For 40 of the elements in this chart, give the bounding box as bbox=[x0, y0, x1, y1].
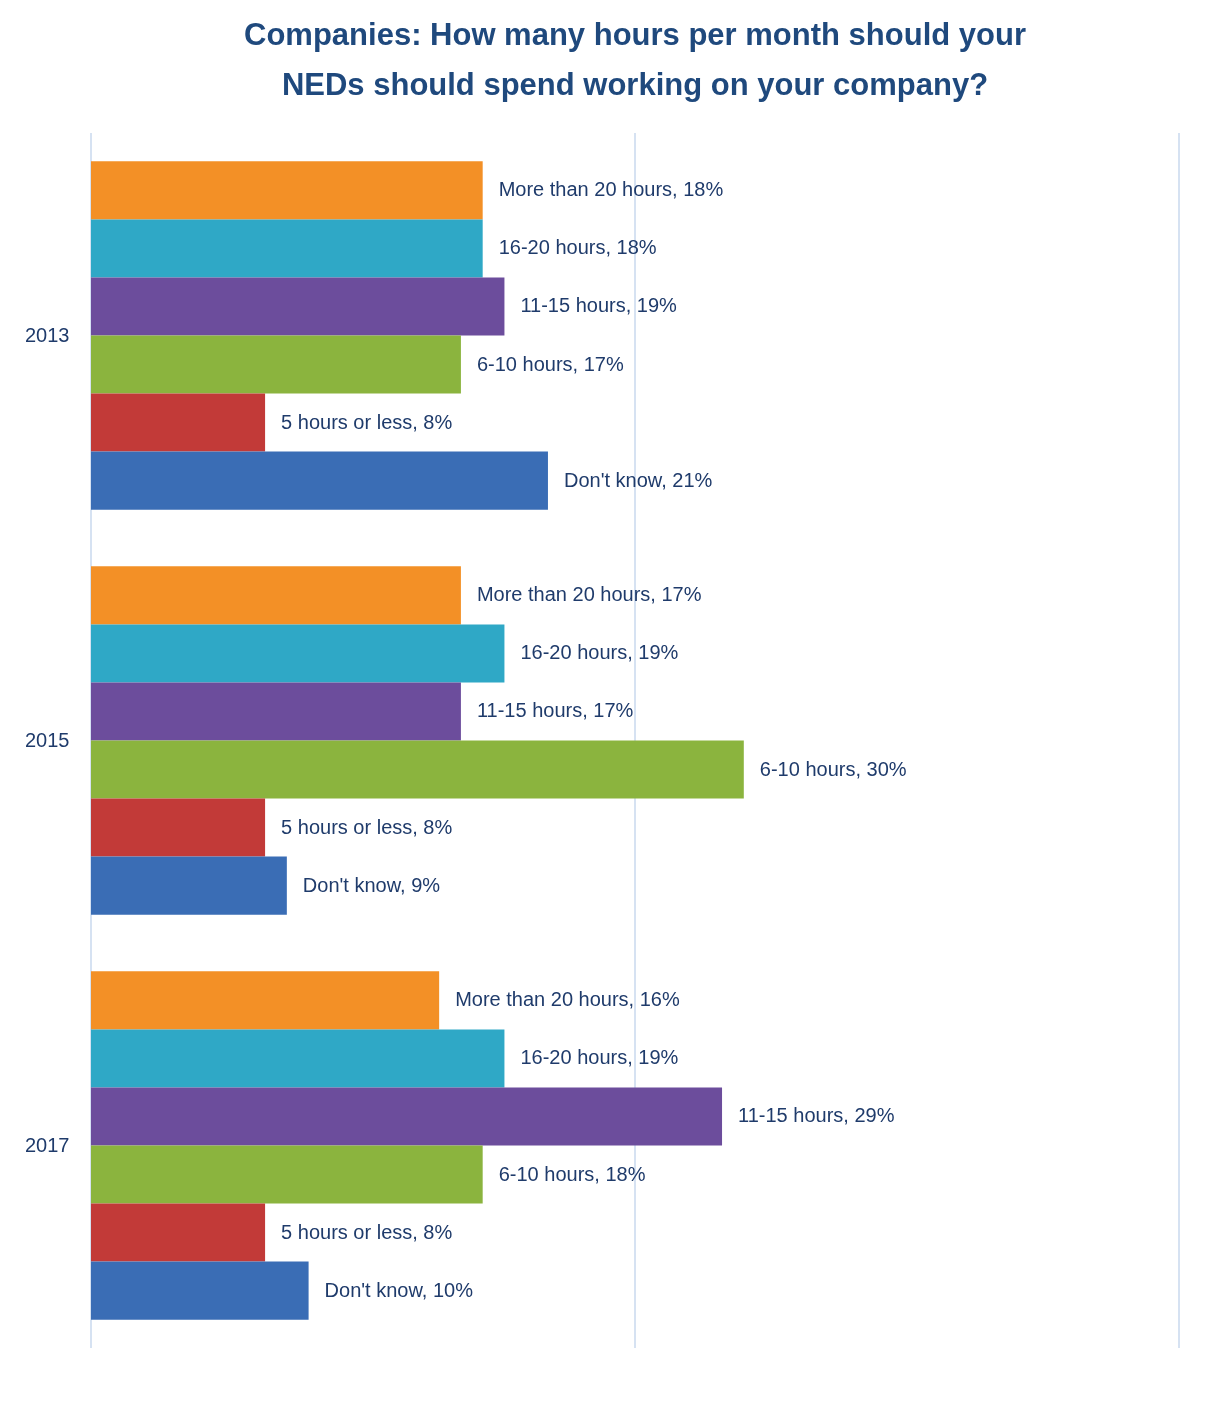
bar bbox=[91, 161, 483, 220]
y-tick-label: 2017 bbox=[25, 1133, 70, 1156]
bar bbox=[91, 1145, 483, 1204]
data-label: Don't know, 10% bbox=[324, 1278, 474, 1301]
bar bbox=[91, 219, 483, 278]
bar bbox=[91, 451, 548, 510]
data-label: 11-15 hours, 19% bbox=[520, 294, 678, 317]
data-label: 16-20 hours, 18% bbox=[498, 236, 657, 259]
bar bbox=[91, 856, 287, 915]
data-label: 5 hours or less, 8% bbox=[281, 815, 453, 838]
data-label: Don't know, 21% bbox=[563, 468, 713, 491]
bar bbox=[91, 1203, 266, 1262]
data-label: More than 20 hours, 18% bbox=[498, 178, 724, 201]
bar bbox=[91, 393, 266, 452]
bar bbox=[91, 566, 461, 625]
data-label: 11-15 hours, 29% bbox=[738, 1104, 895, 1127]
data-label: 6-10 hours, 17% bbox=[476, 352, 624, 375]
y-tick-label: 2013 bbox=[25, 323, 70, 346]
bar bbox=[91, 1029, 505, 1088]
data-label: 16-20 hours, 19% bbox=[520, 641, 679, 664]
bar bbox=[91, 682, 461, 741]
data-label: More than 20 hours, 17% bbox=[476, 583, 702, 606]
data-label: More than 20 hours, 16% bbox=[455, 988, 680, 1011]
bar bbox=[91, 740, 744, 799]
bar bbox=[91, 798, 266, 857]
bar bbox=[91, 1087, 723, 1146]
data-label: 6-10 hours, 18% bbox=[498, 1162, 646, 1185]
data-label: Don't know, 9% bbox=[302, 873, 441, 896]
data-label: 6-10 hours, 30% bbox=[759, 757, 907, 780]
data-label: 16-20 hours, 19% bbox=[520, 1046, 679, 1069]
data-label: 11-15 hours, 17% bbox=[476, 699, 634, 722]
bar bbox=[91, 971, 440, 1030]
bar bbox=[91, 624, 505, 683]
y-tick-label: 2015 bbox=[25, 728, 70, 751]
bar bbox=[91, 335, 461, 394]
chart-title: Companies: How many hours per month should your NEDs should spend working on your company? bbox=[244, 17, 1026, 103]
data-label: 5 hours or less, 8% bbox=[281, 1220, 453, 1243]
bar bbox=[91, 277, 505, 336]
data-label: 5 hours or less, 8% bbox=[281, 410, 453, 433]
bar bbox=[91, 1261, 309, 1320]
